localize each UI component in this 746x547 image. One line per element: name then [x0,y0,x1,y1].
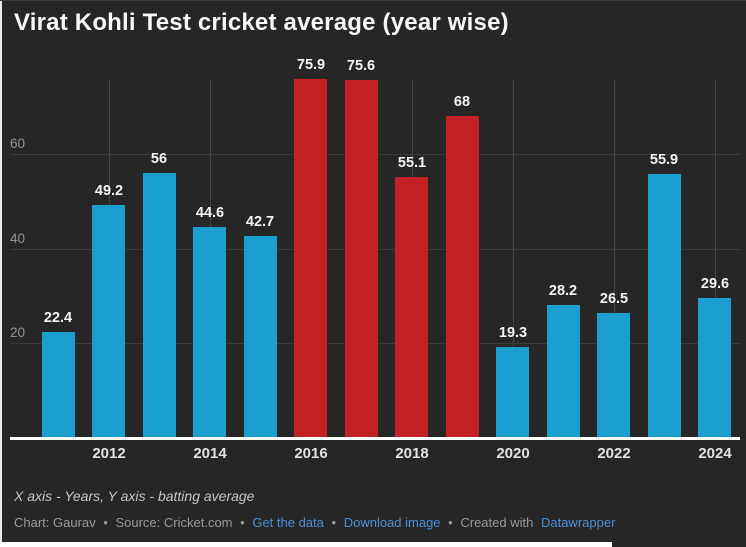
gridline-vertical [513,79,514,438]
x-axis-tick-label: 2016 [294,445,328,462]
source-credit: Source: Cricket.com [115,515,233,530]
chart-title: Virat Kohli Test cricket average (year w… [14,9,509,36]
bar-2013[interactable] [143,173,176,438]
x-axis-tick-label: 2024 [698,445,732,462]
x-axis-tick-label: 2012 [92,445,126,462]
bar-value-label: 75.9 [296,57,326,73]
created-with-label: Created with [460,515,534,530]
frame-bottom-border [0,542,612,547]
bar-value-label: 75.6 [346,58,376,74]
bar-value-label: 28.2 [548,283,578,299]
bar-value-label: 19.3 [498,325,528,341]
x-axis-tick-label: 2014 [193,445,227,462]
bar-2018[interactable] [395,177,428,438]
datawrapper-link[interactable]: Datawrapper [540,515,616,530]
x-axis-baseline [10,437,740,440]
bar-2016[interactable] [294,79,327,438]
separator-dot: • [448,515,453,530]
bar-value-label: 56 [150,151,168,167]
bar-2024[interactable] [698,298,731,438]
bar-2011[interactable] [42,332,75,438]
chart-credit: Chart: Gaurav [14,515,96,530]
bar-value-label: 49.2 [94,183,124,199]
separator-dot: • [240,515,245,530]
y-axis-tick-label: 40 [10,231,26,246]
bar-2020[interactable] [496,347,529,438]
bar-2022[interactable] [597,313,630,438]
bar-2021[interactable] [547,305,580,438]
frame-left-border [0,1,2,547]
separator-dot: • [331,515,337,530]
download-image-link[interactable]: Download image [343,515,441,530]
bar-2019[interactable] [446,116,479,438]
axis-description-note: X axis - Years, Y axis - batting average [14,488,255,504]
bar-2015[interactable] [244,236,277,438]
bar-value-label: 55.9 [649,152,679,168]
x-axis-tick-label: 2022 [597,445,631,462]
x-axis-tick-label: 2020 [496,445,530,462]
gridline-vertical [614,79,615,438]
bar-value-label: 22.4 [43,310,73,326]
y-axis-tick-label: 60 [10,136,26,151]
bar-2014[interactable] [193,227,226,438]
bar-value-label: 42.7 [245,214,275,230]
x-axis-tick-label: 2018 [395,445,429,462]
y-axis-tick-label: 20 [10,325,26,340]
footer-byline: Chart: Gaurav • Source: Cricket.com • Ge… [14,515,740,530]
bar-value-label: 55.1 [397,155,427,171]
bar-2023[interactable] [648,174,681,438]
bar-value-label: 29.6 [700,276,730,292]
get-the-data-link[interactable]: Get the data [252,515,324,530]
bar-value-label: 68 [453,94,471,110]
bar-value-label: 44.6 [195,205,225,221]
separator-dot: • [103,515,108,530]
bar-2017[interactable] [345,80,378,438]
bar-2012[interactable] [92,205,125,438]
bar-value-label: 26.5 [599,291,629,307]
gridline-vertical [715,79,716,438]
